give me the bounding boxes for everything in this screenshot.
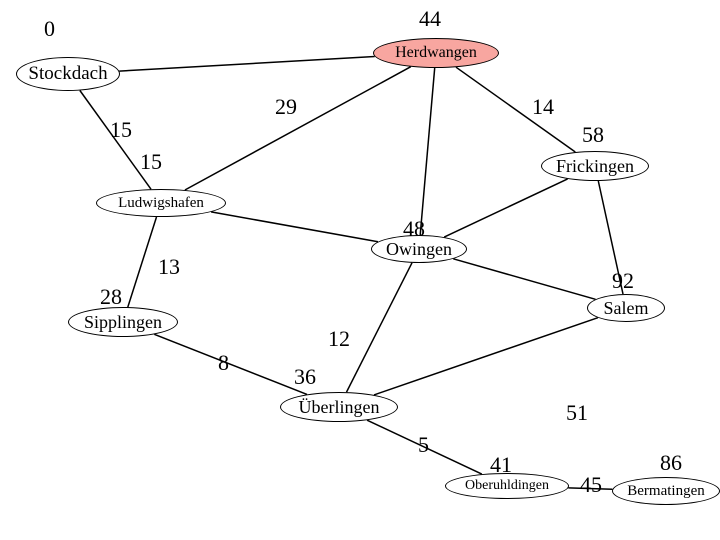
edge-frickingen-owingen	[444, 179, 567, 237]
node-stockdach: Stockdach	[16, 57, 120, 91]
node-label: Oberuhldingen	[465, 478, 549, 494]
node-frickingen: Frickingen	[541, 151, 649, 181]
weight-label: 14	[532, 94, 554, 120]
node-salem: Salem	[587, 294, 665, 322]
node-label: Salem	[604, 298, 649, 319]
node-label: Frickingen	[556, 156, 634, 177]
edge-salem-ueberlingen	[374, 318, 598, 395]
node-ludwigshafen: Ludwigshafen	[96, 189, 226, 217]
node-sipplingen: Sipplingen	[68, 307, 178, 337]
edge-herdwangen-owingen	[420, 68, 435, 235]
weight-label: 44	[419, 6, 441, 32]
edge-owingen-ueberlingen	[347, 263, 413, 392]
weight-label: 12	[328, 326, 350, 352]
weight-label: 15	[140, 149, 162, 175]
weight-label: 8	[218, 350, 229, 376]
weight-label: 58	[582, 122, 604, 148]
edge-ludwigshafen-sipplingen	[128, 217, 157, 307]
weight-label: 86	[660, 450, 682, 476]
node-label: Sipplingen	[84, 312, 162, 333]
node-label: Bermatingen	[627, 483, 704, 500]
node-label: Stockdach	[28, 63, 107, 85]
weight-label: 0	[44, 16, 55, 42]
edge-herdwangen-ludwigshafen	[185, 67, 411, 190]
node-label: Herdwangen	[395, 44, 477, 62]
node-herdwangen: Herdwangen	[373, 38, 499, 68]
edge-sipplingen-ueberlingen	[154, 334, 307, 394]
weight-label: 48	[403, 216, 425, 242]
edge-herdwangen-frickingen	[456, 67, 575, 152]
weight-label: 5	[418, 432, 429, 458]
node-ueberlingen: Überlingen	[280, 392, 398, 422]
edge-owingen-salem	[453, 259, 595, 300]
node-bermatingen: Bermatingen	[612, 477, 720, 505]
node-label: Ludwigshafen	[118, 195, 204, 212]
weight-label: 13	[158, 254, 180, 280]
edge-ludwigshafen-owingen	[211, 212, 378, 242]
weight-label: 41	[490, 452, 512, 478]
edge-stockdach-herdwangen	[119, 57, 375, 72]
weight-label: 28	[100, 284, 122, 310]
weight-label: 15	[110, 117, 132, 143]
weight-label: 92	[612, 268, 634, 294]
weight-label: 29	[275, 94, 297, 120]
weight-label: 36	[294, 364, 316, 390]
graph-diagram: Stockdach Herdwangen Ludwigshafen Frickinge…	[0, 0, 720, 540]
node-label: Überlingen	[299, 397, 380, 418]
weight-label: 51	[566, 400, 588, 426]
weight-label: 45	[580, 472, 602, 498]
